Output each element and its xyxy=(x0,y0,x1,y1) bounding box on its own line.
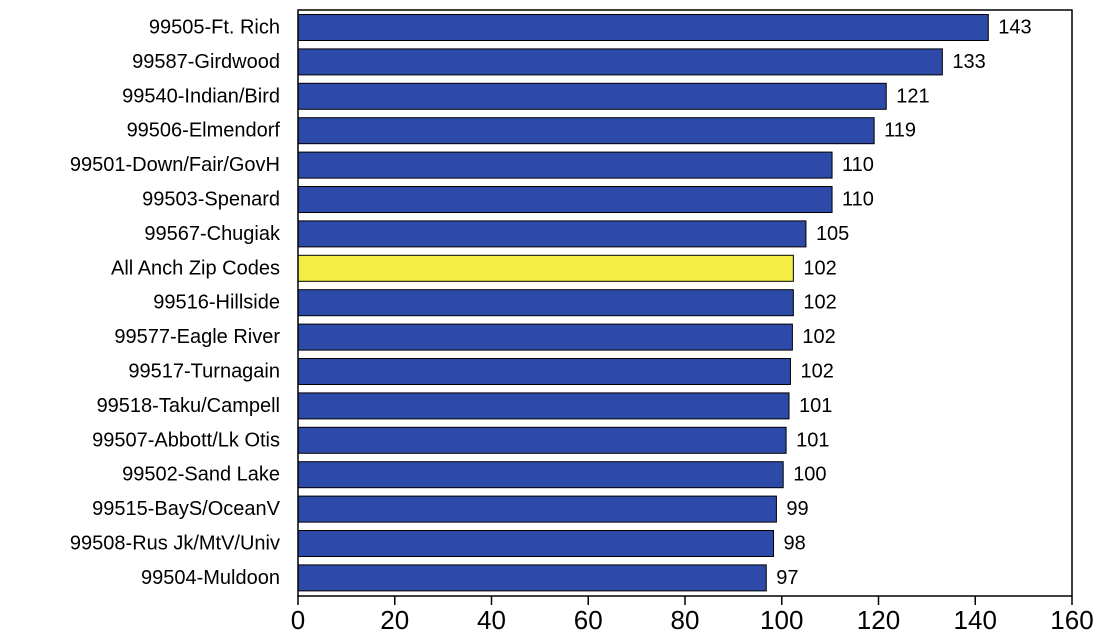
bar xyxy=(297,564,767,592)
bar xyxy=(297,82,887,110)
bar xyxy=(297,151,833,179)
category-label: 99503-Spenard xyxy=(142,189,280,211)
category-label: All Anch Zip Codes xyxy=(111,257,280,279)
value-label: 143 xyxy=(998,17,1031,39)
bar xyxy=(297,48,943,76)
category-label: 99516-Hillside xyxy=(153,292,280,314)
x-tick-label: 0 xyxy=(291,605,305,635)
category-label: 99506-Elmendorf xyxy=(127,120,281,142)
category-label: 99567-Chugiak xyxy=(144,223,281,245)
value-label: 100 xyxy=(793,464,826,486)
bar xyxy=(297,14,989,41)
bar xyxy=(297,220,807,248)
value-label: 102 xyxy=(802,326,835,348)
category-label: 99518-Taku/Campell xyxy=(97,395,280,417)
value-label: 97 xyxy=(776,567,798,589)
x-tick-label: 80 xyxy=(671,605,700,635)
value-label: 102 xyxy=(803,292,836,314)
bar xyxy=(297,323,793,351)
category-label: 99504-Muldoon xyxy=(141,567,280,589)
value-label: 105 xyxy=(816,223,849,245)
value-label: 110 xyxy=(842,154,874,176)
bar xyxy=(297,186,833,213)
bar xyxy=(297,495,777,523)
value-label: 121 xyxy=(896,85,929,107)
x-tick-label: 120 xyxy=(857,605,900,635)
category-label: 99577-Eagle River xyxy=(114,326,280,348)
value-label: 110 xyxy=(842,189,874,211)
bar xyxy=(297,530,775,557)
value-label: 98 xyxy=(784,533,806,555)
value-label: 99 xyxy=(786,498,808,520)
labels-layer: 99505-Ft. Rich 143 99587-Girdwood 133 99540-… xyxy=(70,17,1032,589)
category-label: 99508-Rus Jk/MtV/Univ xyxy=(70,533,280,555)
x-tick-label: 100 xyxy=(760,605,803,635)
bar xyxy=(297,358,791,385)
bar xyxy=(297,117,875,145)
value-label: 101 xyxy=(799,395,832,417)
x-tick-label: 160 xyxy=(1050,605,1093,635)
category-label: 99587-Girdwood xyxy=(132,51,280,73)
bar xyxy=(297,461,784,489)
bar xyxy=(297,426,787,454)
category-label: 99501-Down/Fair/GovH xyxy=(70,154,280,176)
category-label: 99507-Abbott/Lk Otis xyxy=(92,429,280,451)
bar xyxy=(297,289,794,317)
bar-highlight xyxy=(297,254,794,282)
value-label: 102 xyxy=(800,361,833,383)
value-label: 119 xyxy=(884,120,916,142)
value-label: 133 xyxy=(952,51,985,73)
category-label: 99540-Indian/Bird xyxy=(122,85,280,107)
category-label: 99502-Sand Lake xyxy=(122,464,280,486)
category-label: 99517-Turnagain xyxy=(128,361,280,383)
bar xyxy=(297,392,790,420)
x-axis: 0 20 40 60 80 100 120 140 160 xyxy=(291,596,1094,635)
x-tick-label: 60 xyxy=(574,605,603,635)
category-label: 99515-BayS/OceanV xyxy=(92,498,281,520)
x-tick-label: 140 xyxy=(954,605,997,635)
value-label: 102 xyxy=(803,257,836,279)
x-tick-label: 40 xyxy=(477,605,506,635)
category-label: 99505-Ft. Rich xyxy=(149,17,280,39)
bars-layer xyxy=(297,14,989,592)
value-label: 101 xyxy=(796,429,829,451)
x-tick-label: 20 xyxy=(380,605,409,635)
